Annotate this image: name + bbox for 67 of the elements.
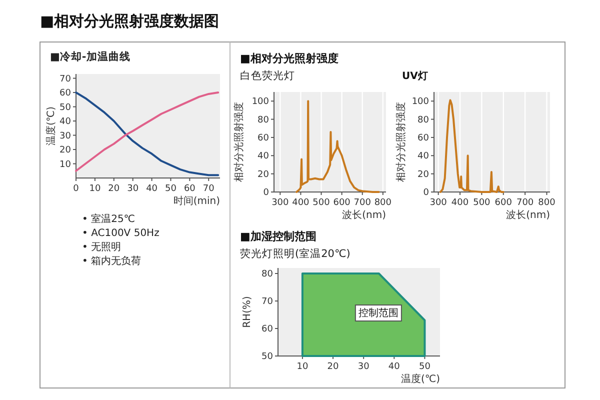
text: • 无照明 [82,242,122,253]
x-tick-label: 600 [494,198,512,208]
y-tick-label: 20 [60,146,72,156]
x-tick-label: 300 [430,198,448,208]
x-tick-label: 500 [473,198,491,208]
x-tick-label: 50 [165,184,177,194]
chart-title: ■相对分光照射强度 [240,52,338,65]
text: • AC100V 50Hz [82,228,160,239]
y-tick-label: 40 [418,152,430,162]
y-tick-label: 70 [60,74,72,84]
y-tick-label: 50 [262,352,274,362]
y-tick-label: 30 [60,131,72,142]
x-tick-label: 70 [202,184,215,194]
x-tick-label: 10 [296,362,308,372]
x-tick-label: 30 [358,362,370,372]
y-axis-title: 相对分光照射强度 [233,102,245,182]
y-tick-label: 60 [418,133,430,144]
y-tick-label: 80 [258,115,270,126]
text: • 室温25℃ [82,213,136,225]
x-axis-title: 波长(nm) [506,209,550,221]
y-axis-title: RH(%) [242,296,253,328]
y-tick-label: 10 [60,160,72,170]
x-axis-title: 波长(nm) [342,209,386,221]
x-tick-label: 0 [73,184,80,194]
x-tick-label: 700 [354,198,372,208]
y-tick-label: 60 [60,88,72,99]
x-tick-label: 400 [451,198,469,208]
x-tick-label: 40 [388,362,400,372]
x-tick-label: 10 [89,184,101,194]
y-tick-label: 50 [60,102,72,113]
chart-subtitle: ■冷却-加温曲线 [50,50,130,63]
y-tick-label: 100 [252,97,270,108]
line-series [296,100,380,193]
y-tick-label: 70 [262,297,274,307]
x-tick-label: 800 [374,198,392,208]
x-tick-label: 400 [292,198,310,208]
x-tick-label: 20 [108,184,120,194]
y-tick-label: 100 [412,97,430,108]
x-tick-label: 600 [333,198,351,208]
x-tick-label: 20 [327,362,340,372]
y-tick-label: 40 [258,152,270,162]
y-tick-label: 80 [418,115,430,126]
x-tick-label: 700 [516,198,534,208]
line-series [440,99,504,193]
x-tick-label: 500 [312,198,330,208]
chart-title: UV灯 [402,70,428,82]
y-axis-title: 温度(℃) [45,106,57,146]
text: • 箱内无负荷 [82,255,142,267]
y-tick-label: 20 [418,170,430,180]
x-tick-label: 300 [272,198,290,208]
x-axis-title: 温度(℃) [400,373,440,385]
y-tick-label: 60 [258,133,270,144]
chart-subtitle: 白色荧光灯 [240,69,295,82]
chart-subtitle: 荧光灯照明(室温20℃) [240,247,350,260]
y-axis-title: 相对分光照射强度 [395,102,407,182]
y-tick-label: 60 [262,324,274,334]
x-tick-label: 40 [146,184,158,194]
x-tick-label: 60 [184,184,196,194]
x-axis-title: 时间(min) [173,195,220,207]
y-tick-label: 80 [262,270,274,280]
x-tick-label: 30 [127,184,139,194]
annotation: 控制范围 [358,307,398,319]
y-tick-label: 40 [60,117,72,128]
x-tick-label: 800 [538,198,556,208]
y-tick-label: 20 [258,170,270,180]
chart-title: ■相对分光照射强度数据图 [40,12,220,30]
chart-title: ■加湿控制范围 [240,230,316,243]
